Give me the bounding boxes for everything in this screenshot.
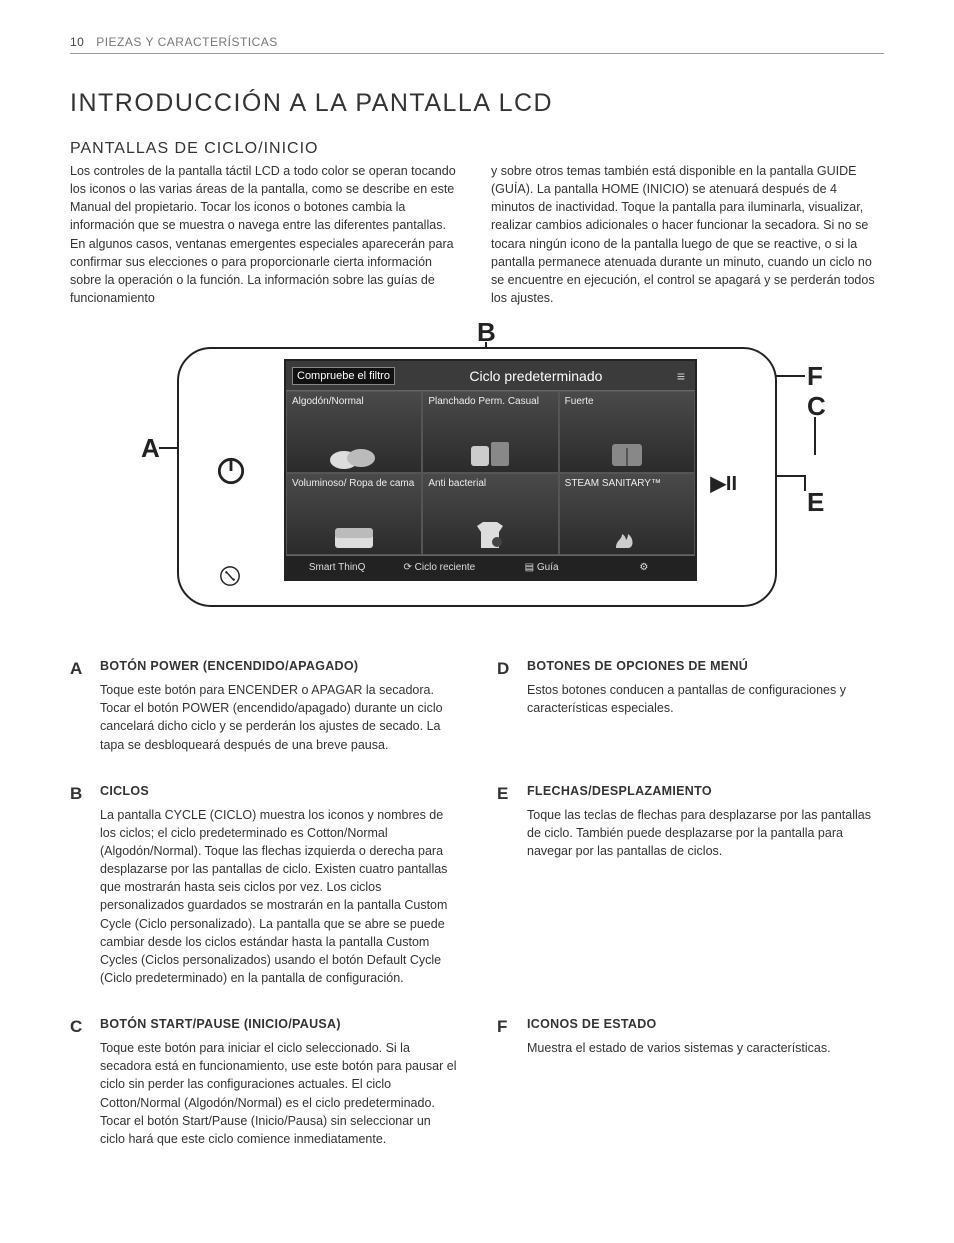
cycle-cell-3: Voluminoso/ Ropa de cama <box>286 473 422 555</box>
intro-columns: Los controles de la pantalla táctil LCD … <box>70 162 884 307</box>
cycle-cell-2: Fuerte <box>559 391 695 473</box>
screen-header: Compruebe el filtro Ciclo predeterminado… <box>286 361 695 391</box>
leader-e-v <box>804 475 806 491</box>
desc-item-f: F ICONOS DE ESTADO Muestra el estado de … <box>497 1015 884 1148</box>
page-number: 10 <box>70 35 84 49</box>
intro-right: y sobre otros temas también está disponi… <box>491 162 884 307</box>
desc-label-e: E <box>497 782 515 987</box>
play-pause-icon: ▶II <box>711 471 738 496</box>
desc-body-a: Toque este botón para ENCENDER o APAGAR … <box>100 681 457 754</box>
leader-c <box>814 417 816 455</box>
callout-a: A <box>141 433 160 464</box>
desc-label-f: F <box>497 1015 515 1148</box>
desc-body-b: La pantalla CYCLE (CICLO) muestra los ic… <box>100 806 457 987</box>
shirt-pants-icon <box>467 438 513 470</box>
cycle-cell-5: STEAM SANITARY™ <box>559 473 695 555</box>
page-title: INTRODUCCIÓN A LA PANTALLA LCD <box>70 89 884 118</box>
lcd-diagram: A B F C E D ▶II Compruebe el filtro Cicl… <box>107 327 847 622</box>
footer-settings: ⚙ <box>593 562 695 573</box>
jeans-icon <box>604 438 650 470</box>
nfc-icon <box>219 565 241 587</box>
screen-title: Ciclo predeterminado <box>395 368 677 384</box>
footer-recent: ⟳ Ciclo reciente <box>388 562 490 573</box>
desc-item-e: E FLECHAS/DESPLAZAMIENTO Toque las tecla… <box>497 782 884 987</box>
cycle-label-4: Anti bacterial <box>428 478 486 489</box>
steam-icon <box>604 520 650 552</box>
page-header: 10 PIEZAS Y CARACTERÍSTICAS <box>70 35 884 54</box>
desc-body-e: Toque las teclas de flechas para desplaz… <box>527 806 884 860</box>
callout-c: C <box>807 391 826 422</box>
desc-title-d: BOTONES DE OPCIONES DE MENÚ <box>527 657 884 675</box>
desc-item-d: D BOTONES DE OPCIONES DE MENÚ Estos boto… <box>497 657 884 754</box>
desc-body-d: Estos botones conducen a pantallas de co… <box>527 681 884 717</box>
desc-title-a: BOTÓN POWER (ENCENDIDO/APAGADO) <box>100 657 457 675</box>
control-panel: ▶II Compruebe el filtro Ciclo predetermi… <box>177 347 777 607</box>
bedding-icon <box>329 520 379 552</box>
desc-item-a: A BOTÓN POWER (ENCENDIDO/APAGADO) Toque … <box>70 657 457 754</box>
desc-label-c: C <box>70 1015 88 1148</box>
desc-label-b: B <box>70 782 88 987</box>
desc-title-e: FLECHAS/DESPLAZAMIENTO <box>527 782 884 800</box>
tshirt-icon <box>467 518 513 552</box>
desc-title-f: ICONOS DE ESTADO <box>527 1015 831 1033</box>
cycle-cell-4: Anti bacterial <box>422 473 558 555</box>
desc-item-c: C BOTÓN START/PAUSE (INICIO/PAUSA) Toque… <box>70 1015 457 1148</box>
cycle-grid: Algodón/Normal Planchado Perm. Casual Fu… <box>286 391 695 555</box>
desc-body-c: Toque este botón para iniciar el ciclo s… <box>100 1039 457 1148</box>
desc-title-b: CICLOS <box>100 782 457 800</box>
cycle-label-2: Fuerte <box>565 396 594 407</box>
callout-e: E <box>807 487 824 518</box>
footer-guide: ▤ Guía <box>491 562 593 573</box>
desc-label-a: A <box>70 657 88 754</box>
footer-smart: Smart ThinQ <box>286 562 388 573</box>
desc-title-c: BOTÓN START/PAUSE (INICIO/PAUSA) <box>100 1015 457 1033</box>
status-lines-icon: ≡ <box>677 368 685 384</box>
cycle-label-0: Algodón/Normal <box>292 396 364 407</box>
desc-body-f: Muestra el estado de varios sistemas y c… <box>527 1039 831 1057</box>
cycle-label-3: Voluminoso/ Ropa de cama <box>292 478 414 489</box>
desc-label-d: D <box>497 657 515 754</box>
descriptions-grid: A BOTÓN POWER (ENCENDIDO/APAGADO) Toque … <box>70 657 884 1148</box>
section-subtitle: PANTALLAS DE CICLO/INICIO <box>70 140 884 158</box>
lcd-screen: Compruebe el filtro Ciclo predeterminado… <box>284 359 697 581</box>
power-icon <box>217 457 245 485</box>
towels-icon <box>329 438 379 470</box>
cycle-label-5: STEAM SANITARY™ <box>565 478 661 489</box>
filter-badge: Compruebe el filtro <box>292 367 395 385</box>
desc-item-b: B CICLOS La pantalla CYCLE (CICLO) muest… <box>70 782 457 987</box>
cycle-cell-1: Planchado Perm. Casual <box>422 391 558 473</box>
callout-f: F <box>807 361 823 392</box>
intro-left: Los controles de la pantalla táctil LCD … <box>70 162 463 307</box>
cycle-cell-0: Algodón/Normal <box>286 391 422 473</box>
section-name: PIEZAS Y CARACTERÍSTICAS <box>96 35 278 49</box>
screen-footer: Smart ThinQ ⟳ Ciclo reciente ▤ Guía ⚙ <box>286 555 695 579</box>
cycle-label-1: Planchado Perm. Casual <box>428 396 539 407</box>
